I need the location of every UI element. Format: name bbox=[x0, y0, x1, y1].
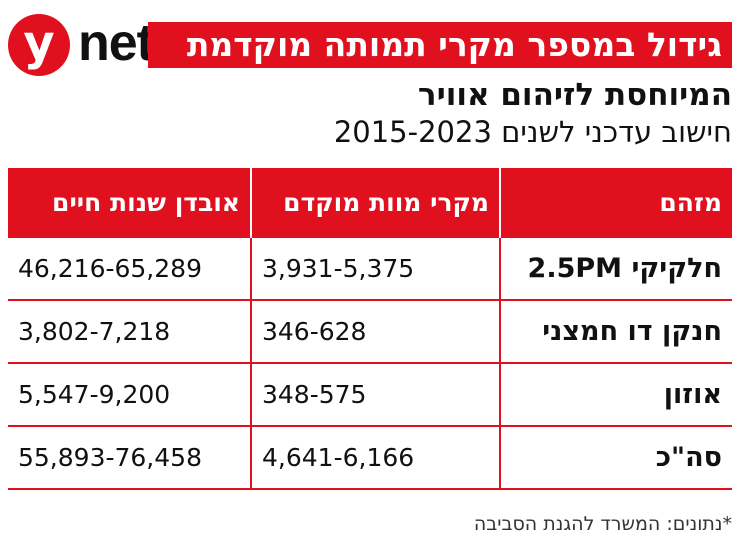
logo-net-text: net bbox=[78, 14, 154, 72]
column-header-life-years: אובדן שנות חיים bbox=[8, 168, 251, 238]
table-row: חנקן דו חמצני 346-628 3,802-7,218 bbox=[8, 300, 732, 364]
life-years-cell: 3,802-7,218 bbox=[8, 300, 251, 364]
source-footnote: *נתונים: המשרד להגנת הסביבה bbox=[473, 513, 732, 535]
pollutant-cell: סה"כ bbox=[499, 426, 732, 490]
deaths-cell: 4,641-6,166 bbox=[250, 426, 500, 490]
page-title: גידול במספר מקרי תמותה מוקדמת bbox=[148, 22, 732, 68]
table-row: חלקיקי 2.5PM 3,931-5,375 46,216-65,289 bbox=[8, 238, 732, 301]
column-header-deaths: מקרי מוות מוקדם bbox=[250, 168, 500, 238]
column-header-pollutant: מזהם bbox=[499, 168, 732, 238]
page-subtitle: המיוחסת לזיהום אוויר bbox=[417, 77, 732, 113]
data-table: מזהם מקרי מוות מוקדם אובדן שנות חיים חלק… bbox=[8, 168, 732, 490]
pollutant-cell: אוזון bbox=[499, 363, 732, 427]
deaths-cell: 348-575 bbox=[250, 363, 500, 427]
table-header-row: מזהם מקרי מוות מוקדם אובדן שנות חיים bbox=[8, 168, 732, 238]
life-years-cell: 46,216-65,289 bbox=[8, 238, 251, 301]
page-subtitle-years: חישוב עדכני לשנים 2015-2023 bbox=[333, 115, 732, 149]
table-row: סה"כ 4,641-6,166 55,893-76,458 bbox=[8, 426, 732, 490]
deaths-cell: 3,931-5,375 bbox=[250, 238, 500, 301]
ynet-logo: y net bbox=[8, 14, 168, 76]
life-years-cell: 5,547-9,200 bbox=[8, 363, 251, 427]
table-row: אוזון 348-575 5,547-9,200 bbox=[8, 363, 732, 427]
logo-y-badge: y bbox=[8, 14, 70, 76]
pollutant-cell: חנקן דו חמצני bbox=[499, 300, 732, 364]
life-years-cell: 55,893-76,458 bbox=[8, 426, 251, 490]
deaths-cell: 346-628 bbox=[250, 300, 500, 364]
pollutant-cell: חלקיקי 2.5PM bbox=[499, 238, 732, 301]
